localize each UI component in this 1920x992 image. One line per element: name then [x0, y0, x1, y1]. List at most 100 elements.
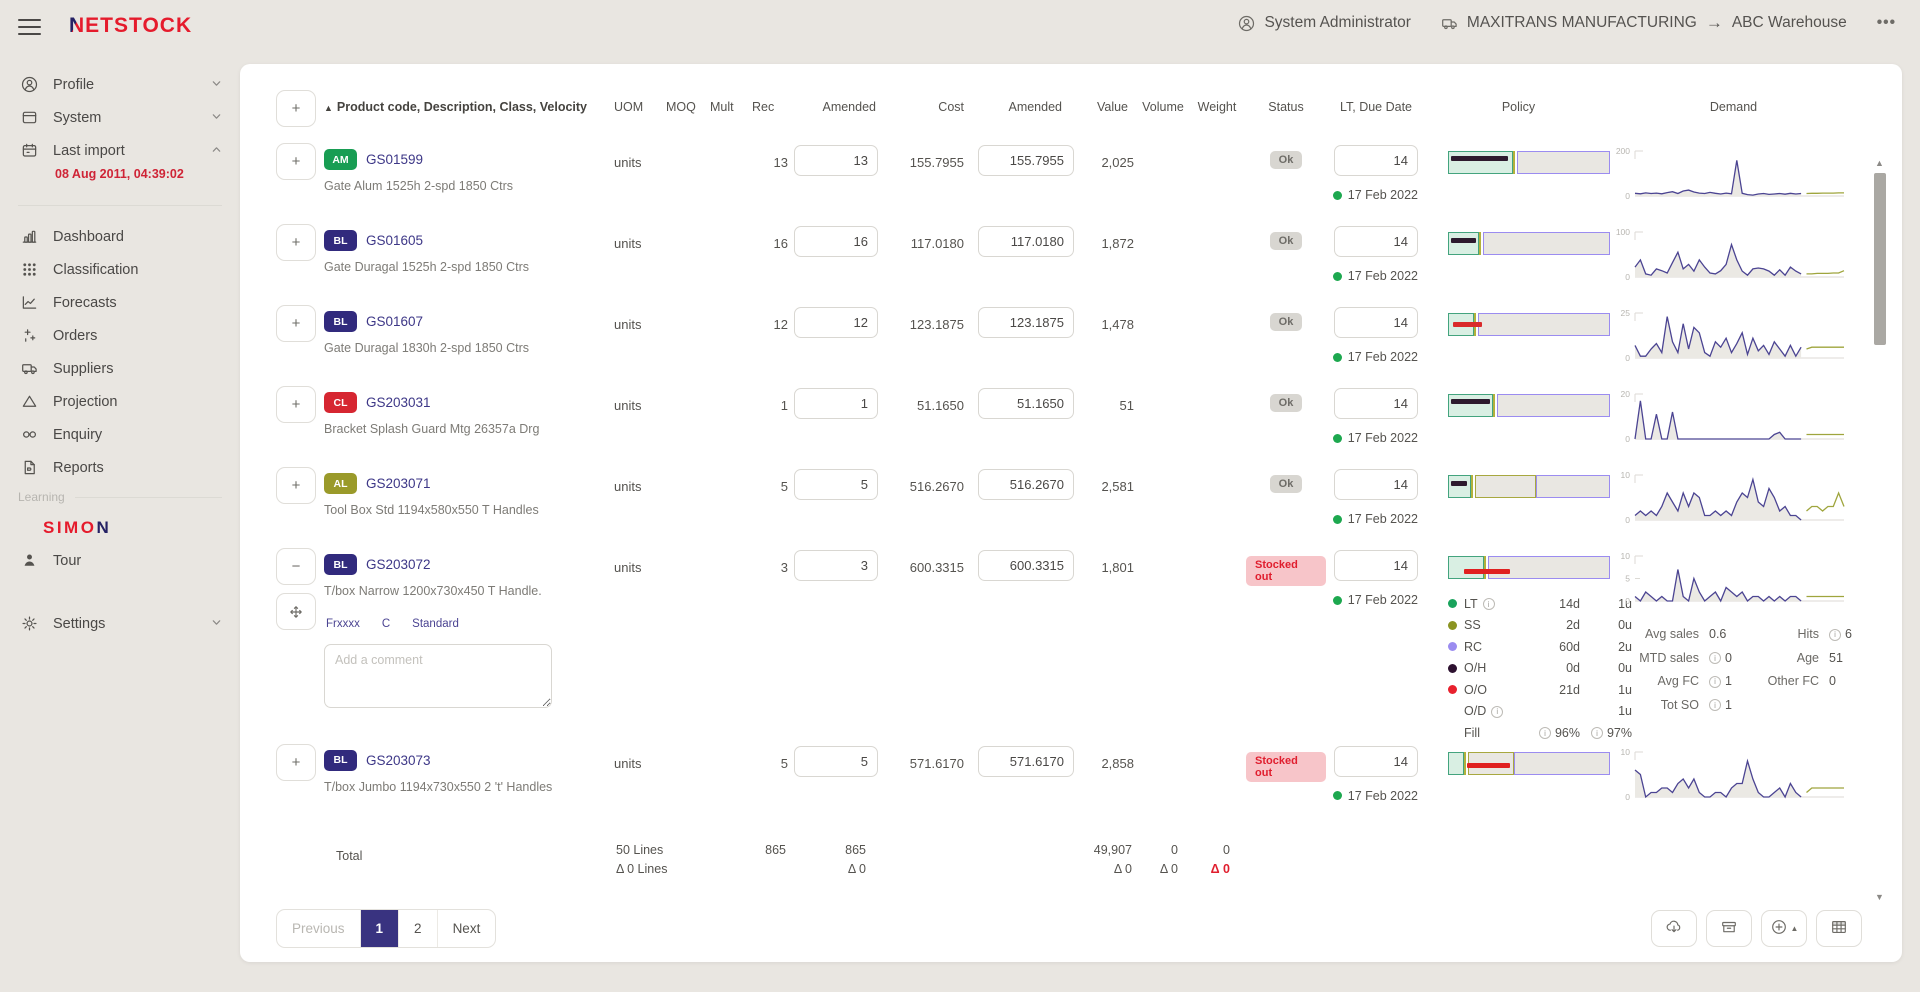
policy-legend: LT i 14d 1u SS 2d 0u RC 60d 2u O/H 0d 0u O/O 21d 1u O/D i…: [1448, 593, 1632, 744]
amended-cost-input[interactable]: [978, 307, 1074, 338]
expand-all-button[interactable]: +: [276, 90, 316, 127]
expand-row-button[interactable]: +: [276, 143, 316, 180]
lead-time-input[interactable]: [1334, 388, 1418, 419]
expand-row-button[interactable]: +: [276, 305, 316, 342]
export-button[interactable]: [1651, 910, 1697, 948]
demand-scrollbar[interactable]: ▲ ▼: [1873, 158, 1886, 902]
comment-input[interactable]: [324, 644, 552, 708]
product-code-link[interactable]: GS01607: [366, 314, 424, 329]
product-tag[interactable]: C: [381, 618, 391, 630]
simon-logo[interactable]: SIMON: [43, 518, 112, 537]
expand-row-button[interactable]: +: [276, 743, 316, 781]
lead-time-input[interactable]: [1334, 226, 1418, 257]
scroll-up-icon[interactable]: ▲: [1875, 158, 1884, 168]
table-settings-button[interactable]: [1816, 910, 1862, 948]
more-options-icon[interactable]: •••: [1876, 14, 1896, 31]
column-volume[interactable]: Volume: [1142, 100, 1184, 114]
amended-qty-input[interactable]: [794, 226, 878, 257]
product-code-link[interactable]: GS203071: [366, 476, 431, 491]
amended-qty-input[interactable]: [794, 550, 878, 581]
pagination-page-2[interactable]: 2: [398, 910, 437, 948]
add-line-button[interactable]: ▲: [1761, 910, 1807, 948]
product-code-link[interactable]: GS01605: [366, 233, 424, 248]
sidebar-item-system[interactable]: System: [18, 101, 240, 134]
pagination-previous[interactable]: Previous: [292, 921, 345, 937]
column-lt-due-date[interactable]: LT, Due Date: [1339, 100, 1413, 114]
product-code-link[interactable]: GS203072: [366, 557, 431, 572]
column-mult[interactable]: Mult: [710, 100, 734, 114]
lead-time-input[interactable]: [1334, 550, 1418, 581]
current-user-chip[interactable]: System Administrator: [1238, 14, 1411, 32]
amended-cost-input[interactable]: [978, 226, 1074, 257]
info-icon[interactable]: i: [1590, 727, 1603, 740]
product-cell: BL GS203073 T/box Jumbo 1194x730x550 2 '…: [324, 744, 614, 794]
expand-row-button[interactable]: +: [276, 386, 316, 423]
info-icon[interactable]: i: [1709, 675, 1721, 688]
amended-cost-input[interactable]: [978, 745, 1074, 777]
column-uom[interactable]: UOM: [614, 100, 644, 114]
sidebar-item-classification[interactable]: Classification: [18, 253, 240, 286]
table-row: + BL GS203073 T/box Jumbo 1194x730x550 2…: [276, 743, 1876, 825]
sidebar-item-suppliers[interactable]: Suppliers: [18, 352, 240, 385]
info-icon[interactable]: i: [1709, 652, 1721, 664]
sidebar-item-orders[interactable]: Orders: [18, 319, 240, 352]
info-icon[interactable]: i: [1709, 699, 1721, 711]
column-amended-qty[interactable]: Amended: [822, 100, 876, 114]
amended-qty-input[interactable]: [794, 307, 878, 338]
amended-cost-input[interactable]: [978, 550, 1074, 581]
lead-time-input[interactable]: [1334, 469, 1418, 500]
sidebar-item-last-import[interactable]: Last import: [18, 134, 240, 167]
info-icon[interactable]: i: [1538, 727, 1551, 740]
column-weight[interactable]: Weight: [1197, 100, 1237, 114]
expand-row-button[interactable]: +: [276, 467, 316, 504]
product-code-link[interactable]: GS203073: [366, 752, 431, 768]
sidebar-item-tour[interactable]: Tour: [18, 544, 240, 577]
lead-time-input[interactable]: [1334, 745, 1418, 777]
sidebar-item-reports[interactable]: Reports: [18, 451, 240, 484]
product-code-link[interactable]: GS01599: [366, 152, 424, 167]
sidebar-item-projection[interactable]: Projection: [18, 385, 240, 418]
column-moq[interactable]: MOQ: [666, 100, 696, 114]
scrollbar-thumb[interactable]: [1873, 173, 1886, 345]
info-icon[interactable]: i: [1829, 628, 1841, 641]
move-row-button[interactable]: [276, 593, 316, 630]
archive-button[interactable]: [1706, 910, 1752, 948]
product-code-link[interactable]: GS203031: [366, 395, 431, 410]
info-icon[interactable]: i: [1491, 705, 1504, 718]
sidebar-item-enquiry[interactable]: Enquiry: [18, 418, 240, 451]
lead-time-input[interactable]: [1334, 307, 1418, 338]
company-warehouse-chip[interactable]: MAXITRANS MANUFACTURING → ABC Warehouse: [1441, 13, 1847, 33]
column-product[interactable]: ▲ Product code, Description, Class, Veloc…: [324, 100, 587, 114]
sidebar-item-dashboard[interactable]: Dashboard: [18, 220, 240, 253]
product-tag[interactable]: Frxxxx: [326, 618, 360, 630]
product-tag[interactable]: Standard: [412, 618, 459, 630]
amended-cost-input[interactable]: [978, 388, 1074, 419]
collapse-row-button[interactable]: −: [276, 548, 316, 585]
pagination-page-1[interactable]: 1: [359, 910, 399, 948]
info-icon[interactable]: i: [1482, 598, 1495, 611]
expand-row-button[interactable]: +: [276, 224, 316, 261]
total-value: 49,907 Δ 0: [1093, 842, 1132, 876]
hamburger-menu-icon[interactable]: [18, 17, 41, 36]
amended-qty-input[interactable]: [794, 745, 878, 777]
sidebar-item-profile[interactable]: Profile: [18, 68, 240, 101]
amended-qty-input[interactable]: [794, 469, 878, 500]
column-demand[interactable]: Demand: [1709, 100, 1758, 114]
lead-time-input[interactable]: [1334, 145, 1418, 176]
column-value[interactable]: Value: [1096, 100, 1128, 114]
policy-bar: [1448, 475, 1610, 498]
table-toolbar: ▲: [1651, 910, 1862, 948]
column-policy[interactable]: Policy: [1501, 100, 1536, 114]
scroll-down-icon[interactable]: ▼: [1875, 892, 1884, 902]
column-rec[interactable]: Rec: [752, 100, 775, 114]
amended-cost-input[interactable]: [978, 145, 1074, 176]
amended-cost-input[interactable]: [978, 469, 1074, 500]
amended-qty-input[interactable]: [794, 145, 878, 176]
column-amended-cost[interactable]: Amended: [1008, 100, 1062, 114]
column-cost[interactable]: Cost: [938, 100, 964, 114]
sidebar-item-settings[interactable]: Settings: [18, 607, 240, 640]
pagination-next[interactable]: Next: [436, 910, 496, 948]
amended-qty-input[interactable]: [794, 388, 878, 419]
sidebar-item-forecasts[interactable]: Forecasts: [18, 286, 240, 319]
column-status[interactable]: Status: [1268, 100, 1304, 114]
